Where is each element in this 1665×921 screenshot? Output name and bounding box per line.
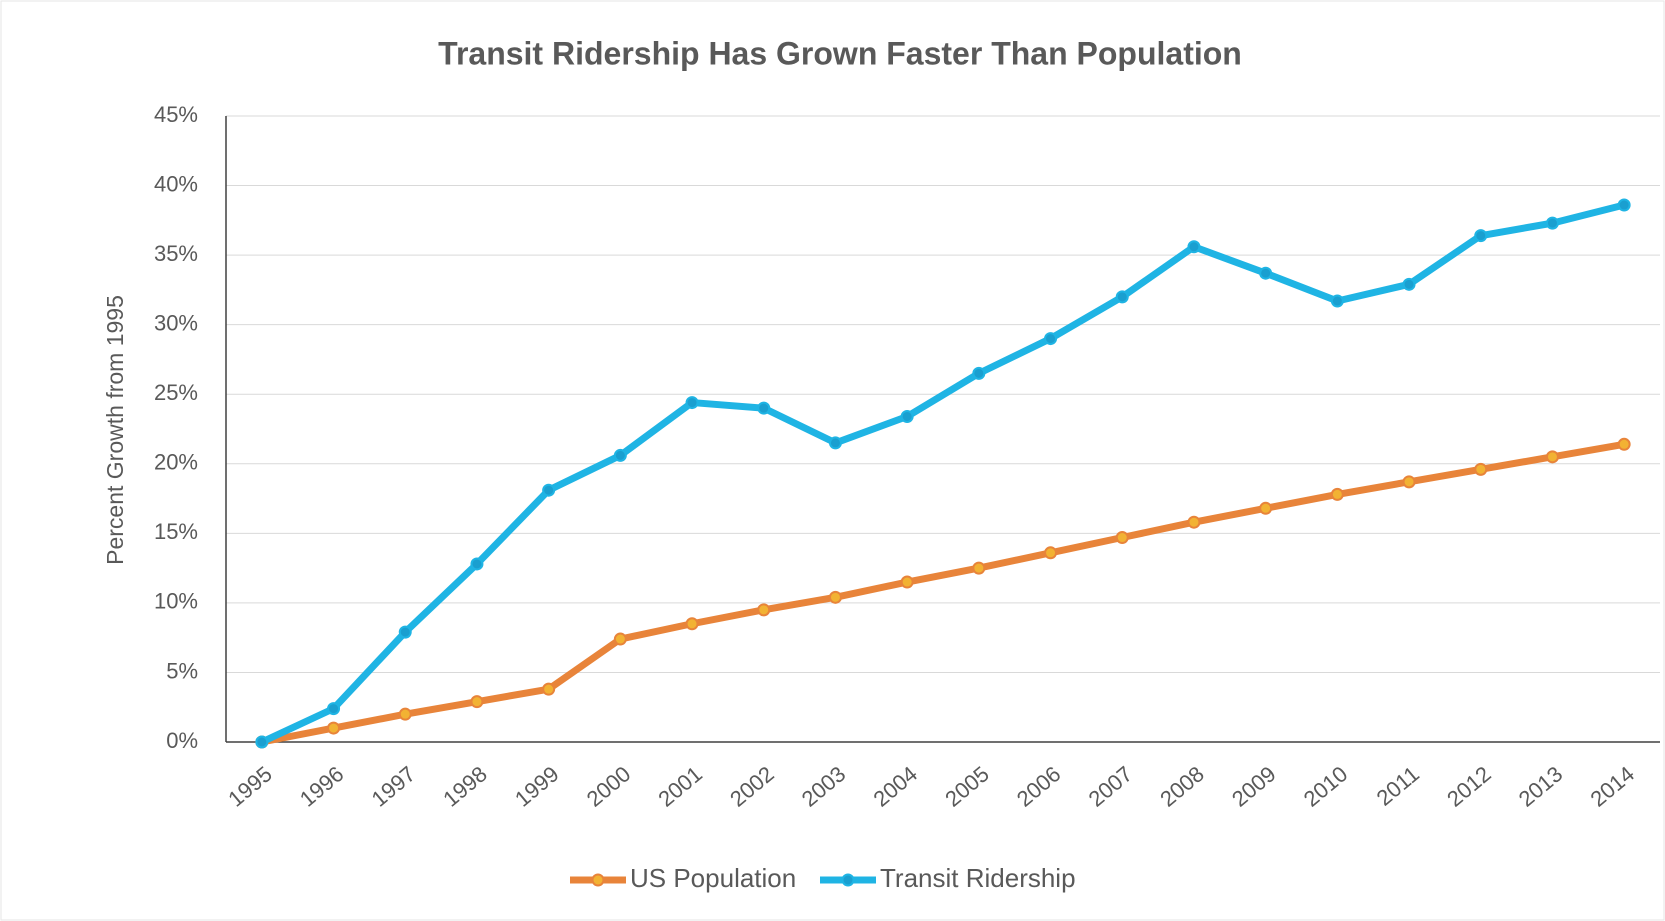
legend-label: US Population	[630, 863, 796, 893]
series-line	[261, 440, 1625, 746]
point	[1044, 546, 1058, 560]
point	[470, 695, 484, 709]
point	[255, 735, 269, 749]
point	[327, 702, 341, 716]
point	[972, 561, 986, 575]
point	[1474, 462, 1488, 476]
y-tick-label: 15%	[154, 519, 198, 544]
legend-marker	[841, 873, 855, 887]
y-tick-label: 0%	[166, 728, 198, 753]
point	[1617, 437, 1631, 451]
legend-marker	[591, 873, 605, 887]
point	[1259, 501, 1273, 515]
point	[1115, 531, 1129, 545]
point	[1330, 487, 1344, 501]
point	[542, 483, 556, 497]
point	[1402, 277, 1416, 291]
point	[1402, 475, 1416, 489]
y-tick-label: 25%	[154, 380, 198, 405]
point	[542, 682, 556, 696]
y-axis-label: Percent Growth from 1995	[102, 295, 128, 565]
point	[1187, 240, 1201, 254]
point	[470, 557, 484, 571]
point	[1330, 294, 1344, 308]
point	[1259, 266, 1273, 280]
point	[1617, 198, 1631, 212]
y-tick-label: 40%	[154, 171, 198, 196]
y-tick-label: 35%	[154, 241, 198, 266]
y-tick-label: 20%	[154, 450, 198, 475]
chart-title: Transit Ridership Has Grown Faster Than …	[438, 35, 1242, 71]
legend-label: Transit Ridership	[880, 863, 1076, 893]
point	[613, 448, 627, 462]
point	[900, 409, 914, 423]
point	[613, 632, 627, 646]
point	[1545, 450, 1559, 464]
point	[1187, 515, 1201, 529]
y-tick-label: 10%	[154, 589, 198, 614]
point	[398, 625, 412, 639]
point	[757, 603, 771, 617]
y-tick-label: 30%	[154, 310, 198, 335]
point	[828, 590, 842, 604]
point	[900, 575, 914, 589]
series-line	[260, 201, 1626, 746]
point	[327, 721, 341, 735]
point	[1044, 332, 1058, 346]
point	[685, 396, 699, 410]
y-tick-label: 5%	[166, 658, 198, 683]
point	[1115, 290, 1129, 304]
point	[685, 617, 699, 631]
point	[1474, 229, 1488, 243]
point	[398, 707, 412, 721]
point	[828, 436, 842, 450]
point	[972, 366, 986, 380]
point	[757, 401, 771, 415]
y-tick-label: 45%	[154, 102, 198, 127]
point	[1545, 216, 1559, 230]
